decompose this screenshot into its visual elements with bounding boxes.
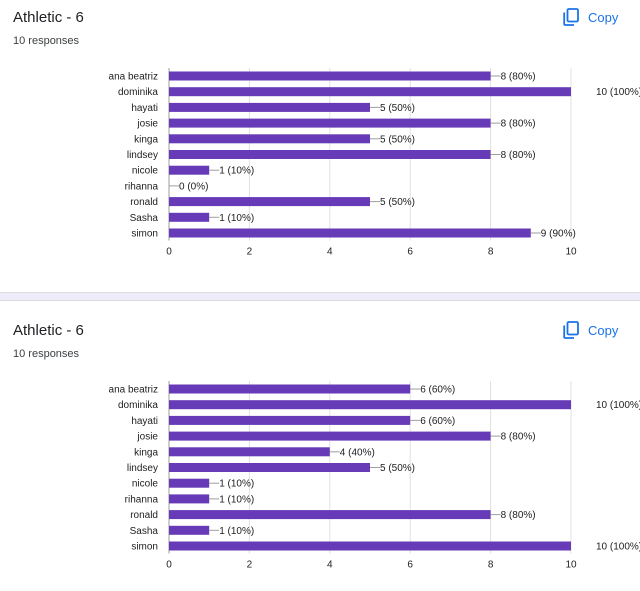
data-label: 8 (80%): [501, 432, 536, 443]
bar: [169, 102, 370, 112]
question-card: Athletic - 6 10 responses Copy 0 2 4 6 8 10 an…: [0, 301, 640, 591]
bar: [169, 415, 411, 425]
data-label: 1 (10%): [219, 213, 254, 224]
x-tick-label: 8: [488, 560, 494, 571]
category-label: hayati: [131, 416, 158, 427]
bar-chart: 0 2 4 6 8 10 ana beatriz 6 (60%) dominika 10 (100…: [109, 381, 640, 571]
category-label: Sasha: [130, 213, 159, 224]
data-label: 5 (50%): [380, 103, 415, 114]
data-label: 6 (60%): [420, 385, 455, 396]
data-label: 5 (50%): [380, 463, 415, 474]
category-label: ronald: [130, 510, 158, 521]
copy-button[interactable]: Copy: [563, 6, 618, 28]
category-label: hayati: [131, 103, 158, 114]
category-label: lindsey: [127, 463, 158, 474]
bar: [169, 71, 491, 81]
x-tick-label: 0: [166, 560, 172, 571]
bar: [169, 165, 210, 175]
card-divider: [0, 292, 640, 301]
bar: [169, 150, 491, 159]
bar: [169, 212, 210, 222]
question-title: Athletic - 6: [13, 322, 84, 339]
question-card: Athletic - 6 10 responses Copy 0 2 4 6 8 10 an…: [0, 0, 640, 292]
copy-icon: [563, 321, 579, 339]
data-label: 5 (50%): [380, 134, 415, 145]
category-label: simon: [131, 542, 158, 553]
category-label: dominika: [118, 400, 158, 411]
copy-label: Copy: [588, 9, 619, 25]
data-label: 6 (60%): [420, 416, 455, 427]
x-tick-label: 0: [166, 247, 172, 258]
data-label: 10 (100%): [596, 87, 640, 98]
category-label: nicole: [132, 479, 159, 490]
bar: [169, 510, 491, 520]
category-label: josie: [136, 432, 158, 443]
bar: [169, 494, 210, 504]
bar: [169, 384, 411, 394]
bar: [169, 197, 370, 207]
data-label: 1 (10%): [219, 526, 254, 537]
data-label: 10 (100%): [596, 542, 640, 553]
copy-label: Copy: [588, 322, 619, 338]
bar-chart: 0 2 4 6 8 10 ana beatriz 8 (80%) dominika 10 (100…: [109, 68, 640, 258]
category-label: simon: [131, 229, 158, 240]
data-label: 8 (80%): [501, 72, 536, 83]
data-label: 4 (40%): [340, 447, 375, 458]
x-tick-label: 10: [565, 560, 577, 571]
category-label: nicole: [132, 166, 159, 177]
data-label: 1 (10%): [219, 479, 254, 490]
bar: [169, 400, 571, 410]
bar: [169, 87, 571, 97]
copy-button[interactable]: Copy: [563, 319, 618, 341]
bar: [169, 447, 330, 457]
x-tick-label: 4: [327, 560, 333, 571]
data-label: 8 (80%): [501, 150, 536, 161]
bar: [169, 118, 491, 128]
bar: [169, 228, 531, 238]
category-label: rihanna: [125, 181, 159, 192]
category-label: ronald: [130, 197, 158, 208]
x-tick-label: 8: [488, 247, 494, 258]
category-label: ana beatriz: [109, 385, 158, 396]
category-label: rihanna: [125, 494, 159, 505]
bar: [169, 134, 370, 144]
data-label: 1 (10%): [219, 166, 254, 177]
x-tick-label: 4: [327, 247, 333, 258]
x-tick-label: 2: [247, 560, 253, 571]
bar: [169, 541, 571, 551]
question-title: Athletic - 6: [13, 9, 84, 26]
data-label: 5 (50%): [380, 197, 415, 208]
category-label: dominika: [118, 87, 158, 98]
bar: [169, 431, 491, 441]
category-label: kinga: [134, 447, 158, 458]
x-tick-label: 6: [407, 560, 413, 571]
bar: [169, 525, 210, 535]
bar: [169, 478, 210, 488]
data-label: 10 (100%): [596, 400, 640, 411]
data-label: 8 (80%): [501, 510, 536, 521]
category-label: lindsey: [127, 150, 158, 161]
x-tick-label: 10: [565, 247, 577, 258]
category-label: ana beatriz: [109, 72, 158, 83]
x-tick-label: 2: [247, 247, 253, 258]
response-count: 10 responses: [13, 35, 80, 47]
data-label: 8 (80%): [501, 119, 536, 130]
response-count: 10 responses: [13, 348, 80, 360]
copy-icon: [563, 8, 579, 26]
data-label: 9 (90%): [541, 229, 576, 240]
data-label: 1 (10%): [219, 494, 254, 505]
x-tick-label: 6: [407, 247, 413, 258]
category-label: kinga: [134, 134, 158, 145]
category-label: Sasha: [130, 526, 159, 537]
category-label: josie: [136, 119, 158, 130]
bar: [169, 463, 370, 472]
data-label: 0 (0%): [179, 181, 208, 192]
